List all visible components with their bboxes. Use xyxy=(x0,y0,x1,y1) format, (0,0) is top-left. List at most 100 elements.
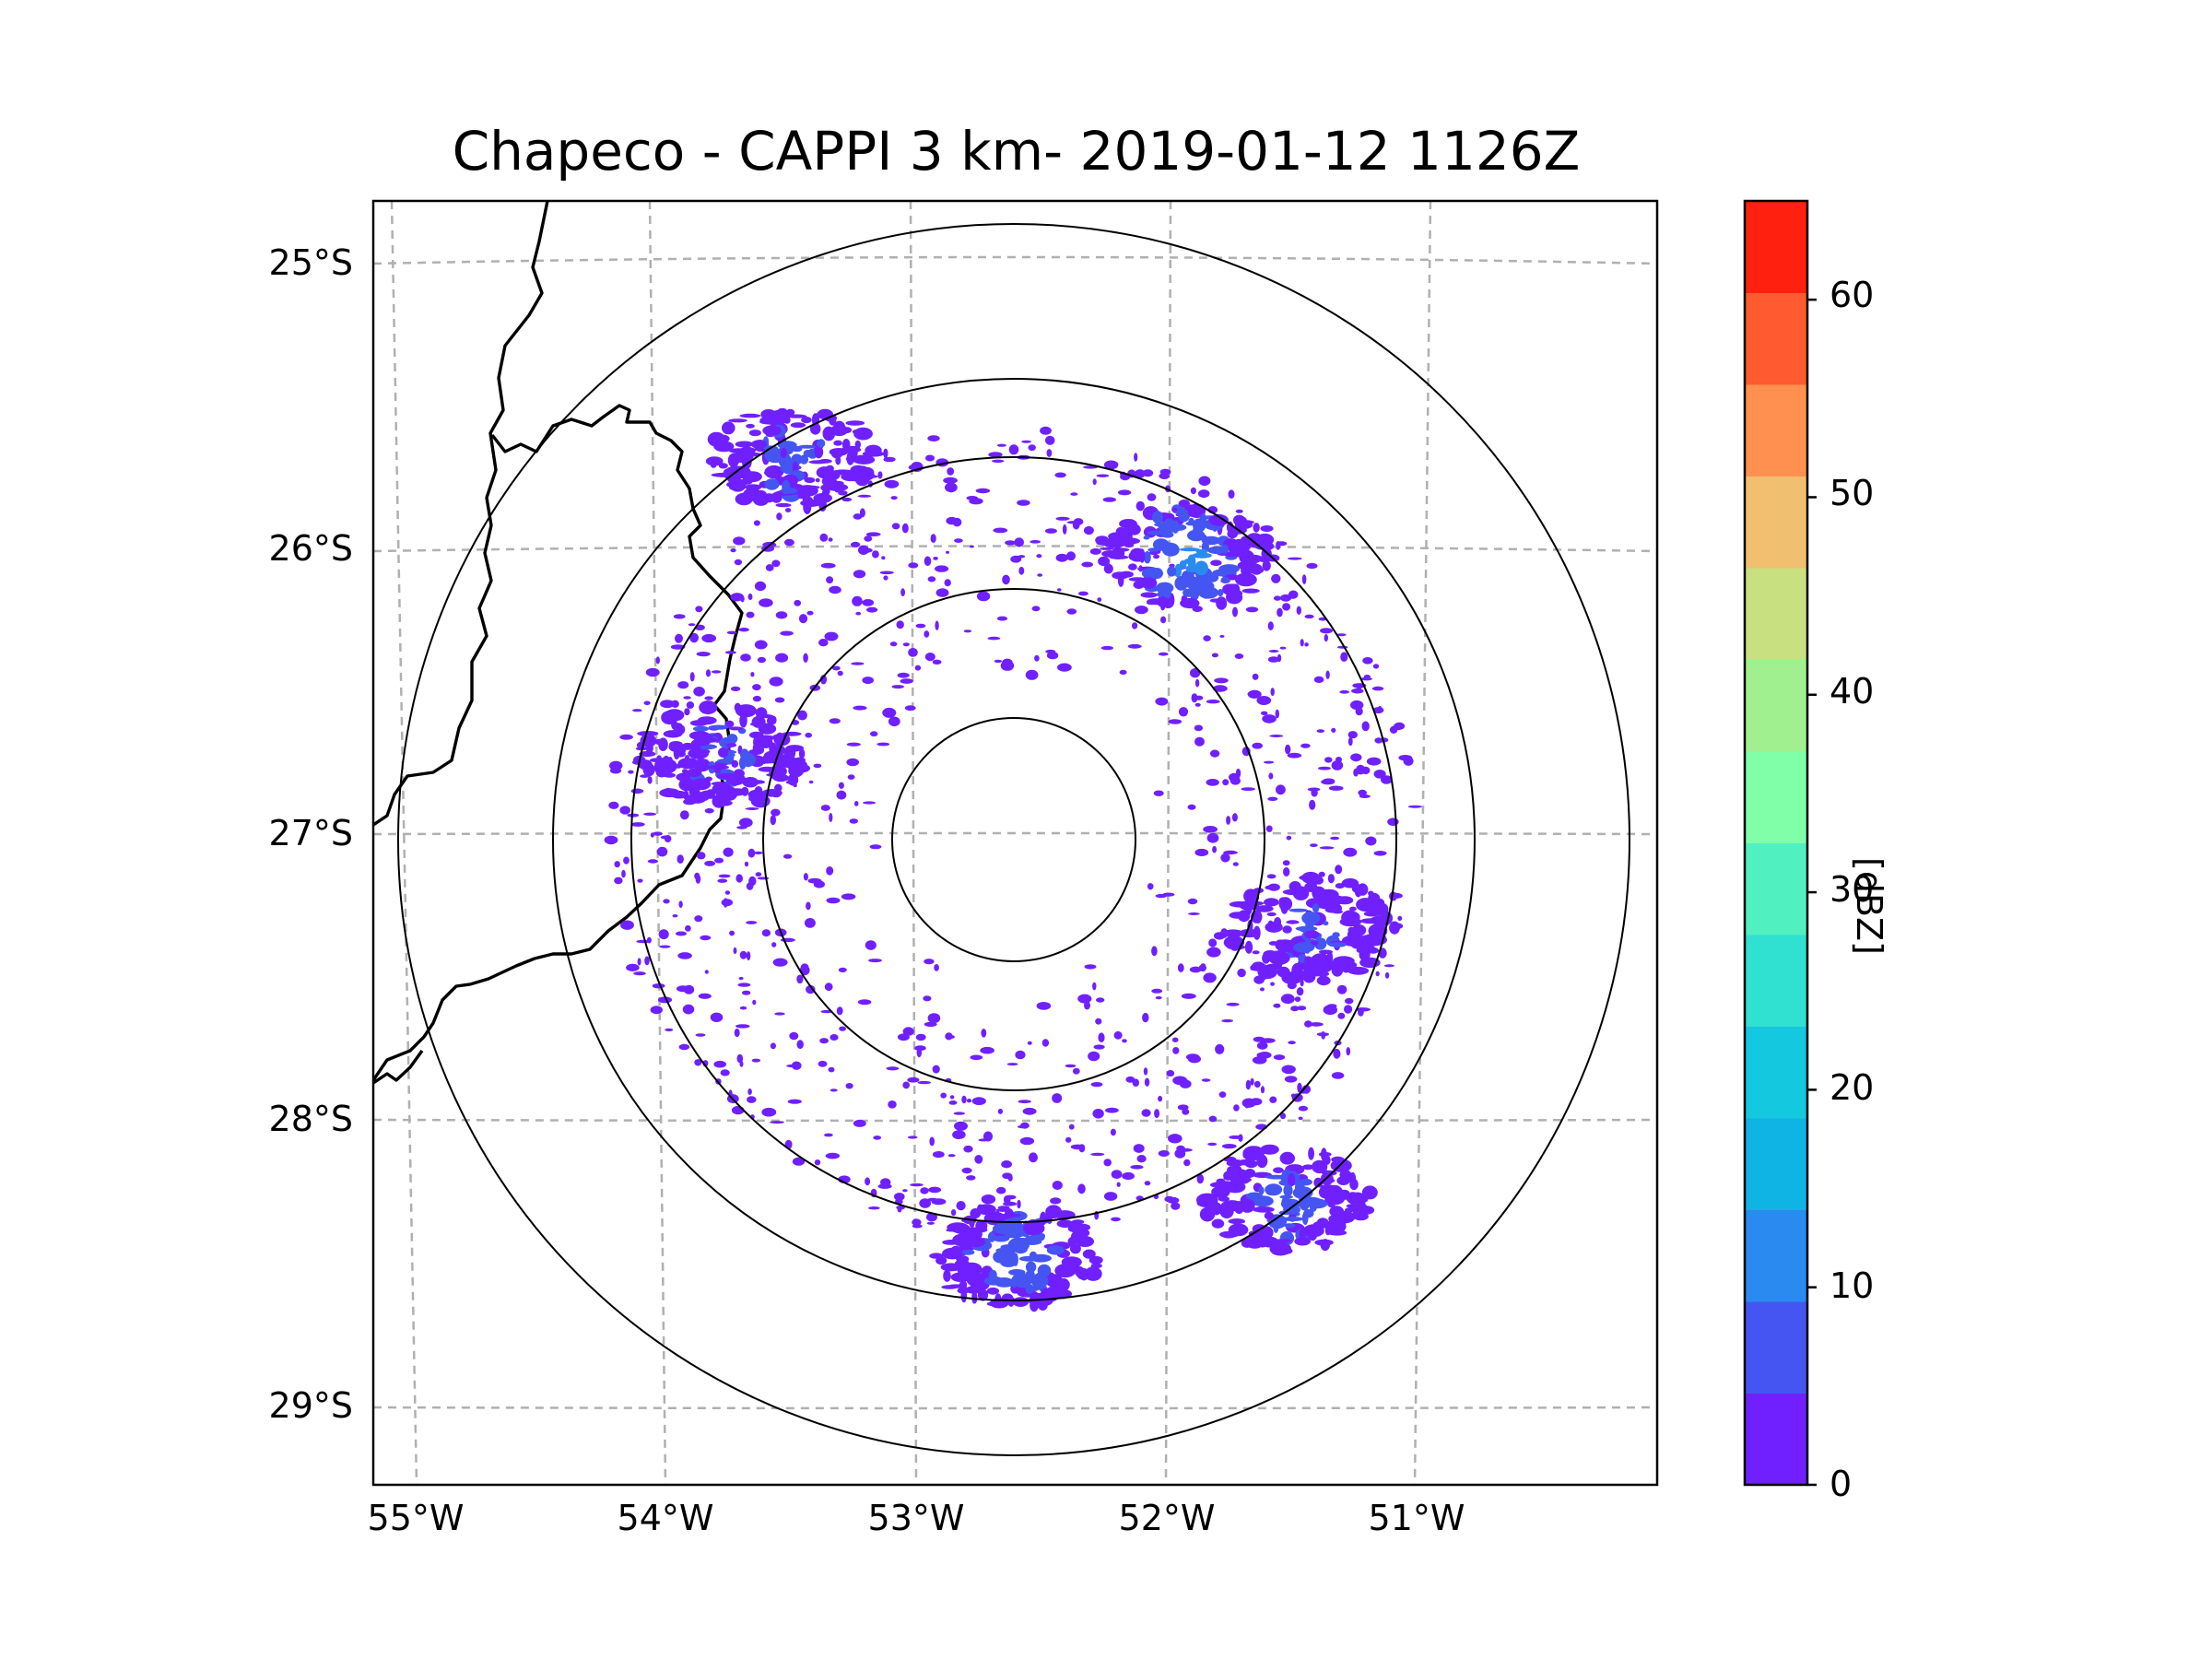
echo-cell-3 xyxy=(705,789,716,799)
echo-speck xyxy=(1172,1076,1188,1086)
echo-cell-4 xyxy=(935,1256,947,1265)
echo-speck xyxy=(730,593,744,602)
echo-cell-3 xyxy=(707,765,729,770)
echo-speck xyxy=(1005,540,1017,546)
echo-cell-1 xyxy=(1232,514,1246,526)
echo-speck xyxy=(1206,779,1219,786)
echo-speck xyxy=(814,1159,821,1166)
echo-cell-5 xyxy=(1324,1225,1331,1236)
echo-cell-3 xyxy=(731,759,739,768)
echo-cell-0 xyxy=(858,474,878,479)
echo-speck xyxy=(1253,523,1260,533)
echo-cell-4 xyxy=(956,1258,971,1271)
echo-cell-0 xyxy=(813,493,832,503)
echo-speck xyxy=(1407,805,1422,808)
echo-speck xyxy=(862,677,874,685)
echo-speck xyxy=(924,630,930,638)
echo-cell-3 xyxy=(754,735,776,740)
echo-speck xyxy=(754,581,767,592)
echo-speck xyxy=(902,1027,914,1036)
lon-label-55: 55°W xyxy=(367,1498,465,1538)
lat-label-26: 26°S xyxy=(268,528,353,569)
echo-speck xyxy=(980,1046,994,1054)
echo-speck xyxy=(1316,975,1331,986)
echo-speck xyxy=(775,653,789,663)
echo-speck xyxy=(926,1212,937,1222)
echo-speck xyxy=(1361,721,1370,732)
echo-speck xyxy=(1135,469,1146,478)
echo-speck xyxy=(1031,606,1041,612)
echo-speck xyxy=(747,1088,752,1095)
echo-cell-0 xyxy=(746,423,755,429)
echo-cell-2 xyxy=(1347,926,1355,934)
echo-speck xyxy=(1117,489,1132,496)
colorbar-tick-0: 0 xyxy=(1830,1464,1853,1504)
echo-speck xyxy=(1153,554,1160,559)
echo-speck xyxy=(736,1053,744,1064)
echo-cell-5 xyxy=(1288,1172,1296,1187)
echo-speck xyxy=(1198,964,1207,972)
echo-speck xyxy=(1036,554,1042,559)
echo-speck xyxy=(1245,1079,1252,1090)
echo-speck xyxy=(1221,1018,1233,1023)
echo-speck xyxy=(1310,843,1318,847)
echo-speck xyxy=(1070,492,1078,496)
echo-cell-2 xyxy=(1243,888,1258,904)
echo-speck xyxy=(1178,499,1191,509)
echo-speck xyxy=(1004,1194,1017,1200)
echo-speck xyxy=(1014,537,1024,547)
echo-speck xyxy=(1260,711,1268,715)
echo-speck xyxy=(734,1028,740,1038)
echo-cell-0 xyxy=(705,456,724,466)
echo-speck xyxy=(1350,700,1364,711)
echo-speck xyxy=(872,550,879,559)
echo-cell-1 xyxy=(1160,531,1174,538)
echo-speck xyxy=(1046,652,1059,660)
echo-speck xyxy=(868,959,882,963)
echo-speck xyxy=(1237,968,1246,978)
echo-speck xyxy=(1194,702,1201,707)
echo-cell-0 xyxy=(803,485,820,489)
echo-cell-1 xyxy=(1140,592,1158,598)
echo-cell-2 xyxy=(1274,917,1282,927)
echo-cell-3 xyxy=(690,778,712,791)
echo-speck xyxy=(1187,898,1198,905)
echo-cell-3 xyxy=(787,773,799,786)
echo-speck xyxy=(1331,760,1344,771)
echo-speck xyxy=(1276,541,1281,550)
echo-cell-4 xyxy=(1001,1293,1014,1303)
echo-speck xyxy=(976,591,991,602)
echo-speck xyxy=(1206,947,1221,958)
echo-speck xyxy=(862,599,875,606)
echo-speck xyxy=(655,656,660,665)
echo-cell-2 xyxy=(1354,884,1362,898)
echo-speck xyxy=(853,801,859,806)
echo-cell-3 xyxy=(655,769,668,778)
echo-speck xyxy=(739,1006,747,1010)
echo-cell-5 xyxy=(1265,1174,1288,1180)
echo-cell-4 xyxy=(952,1233,974,1247)
echo-cell-1 xyxy=(1235,572,1257,587)
echo-speck xyxy=(647,859,659,864)
echo-speck xyxy=(1333,1048,1341,1059)
colorbar-bin-10 xyxy=(1745,1209,1807,1302)
echo-speck xyxy=(704,807,714,814)
echo-cell-0 xyxy=(825,430,834,438)
echo-speck xyxy=(1373,770,1386,779)
echo-speck xyxy=(908,562,919,569)
echo-speck xyxy=(1226,816,1231,825)
echo-speck xyxy=(1262,714,1277,724)
echo-speck xyxy=(994,659,1003,664)
echo-cell-3 xyxy=(725,743,737,747)
lon-label-52: 52°W xyxy=(1118,1498,1216,1538)
echo-cell-5 xyxy=(1317,1218,1329,1227)
echo-speck xyxy=(1375,971,1380,977)
echo-cell-2 xyxy=(1351,924,1367,936)
echo-cell-2 xyxy=(1222,929,1244,937)
echo-speck xyxy=(1296,606,1302,615)
echo-cell-3 xyxy=(676,751,686,758)
echo-speck xyxy=(1345,997,1354,1005)
echo-speck xyxy=(1190,668,1201,678)
echo-speck xyxy=(1143,1067,1148,1076)
